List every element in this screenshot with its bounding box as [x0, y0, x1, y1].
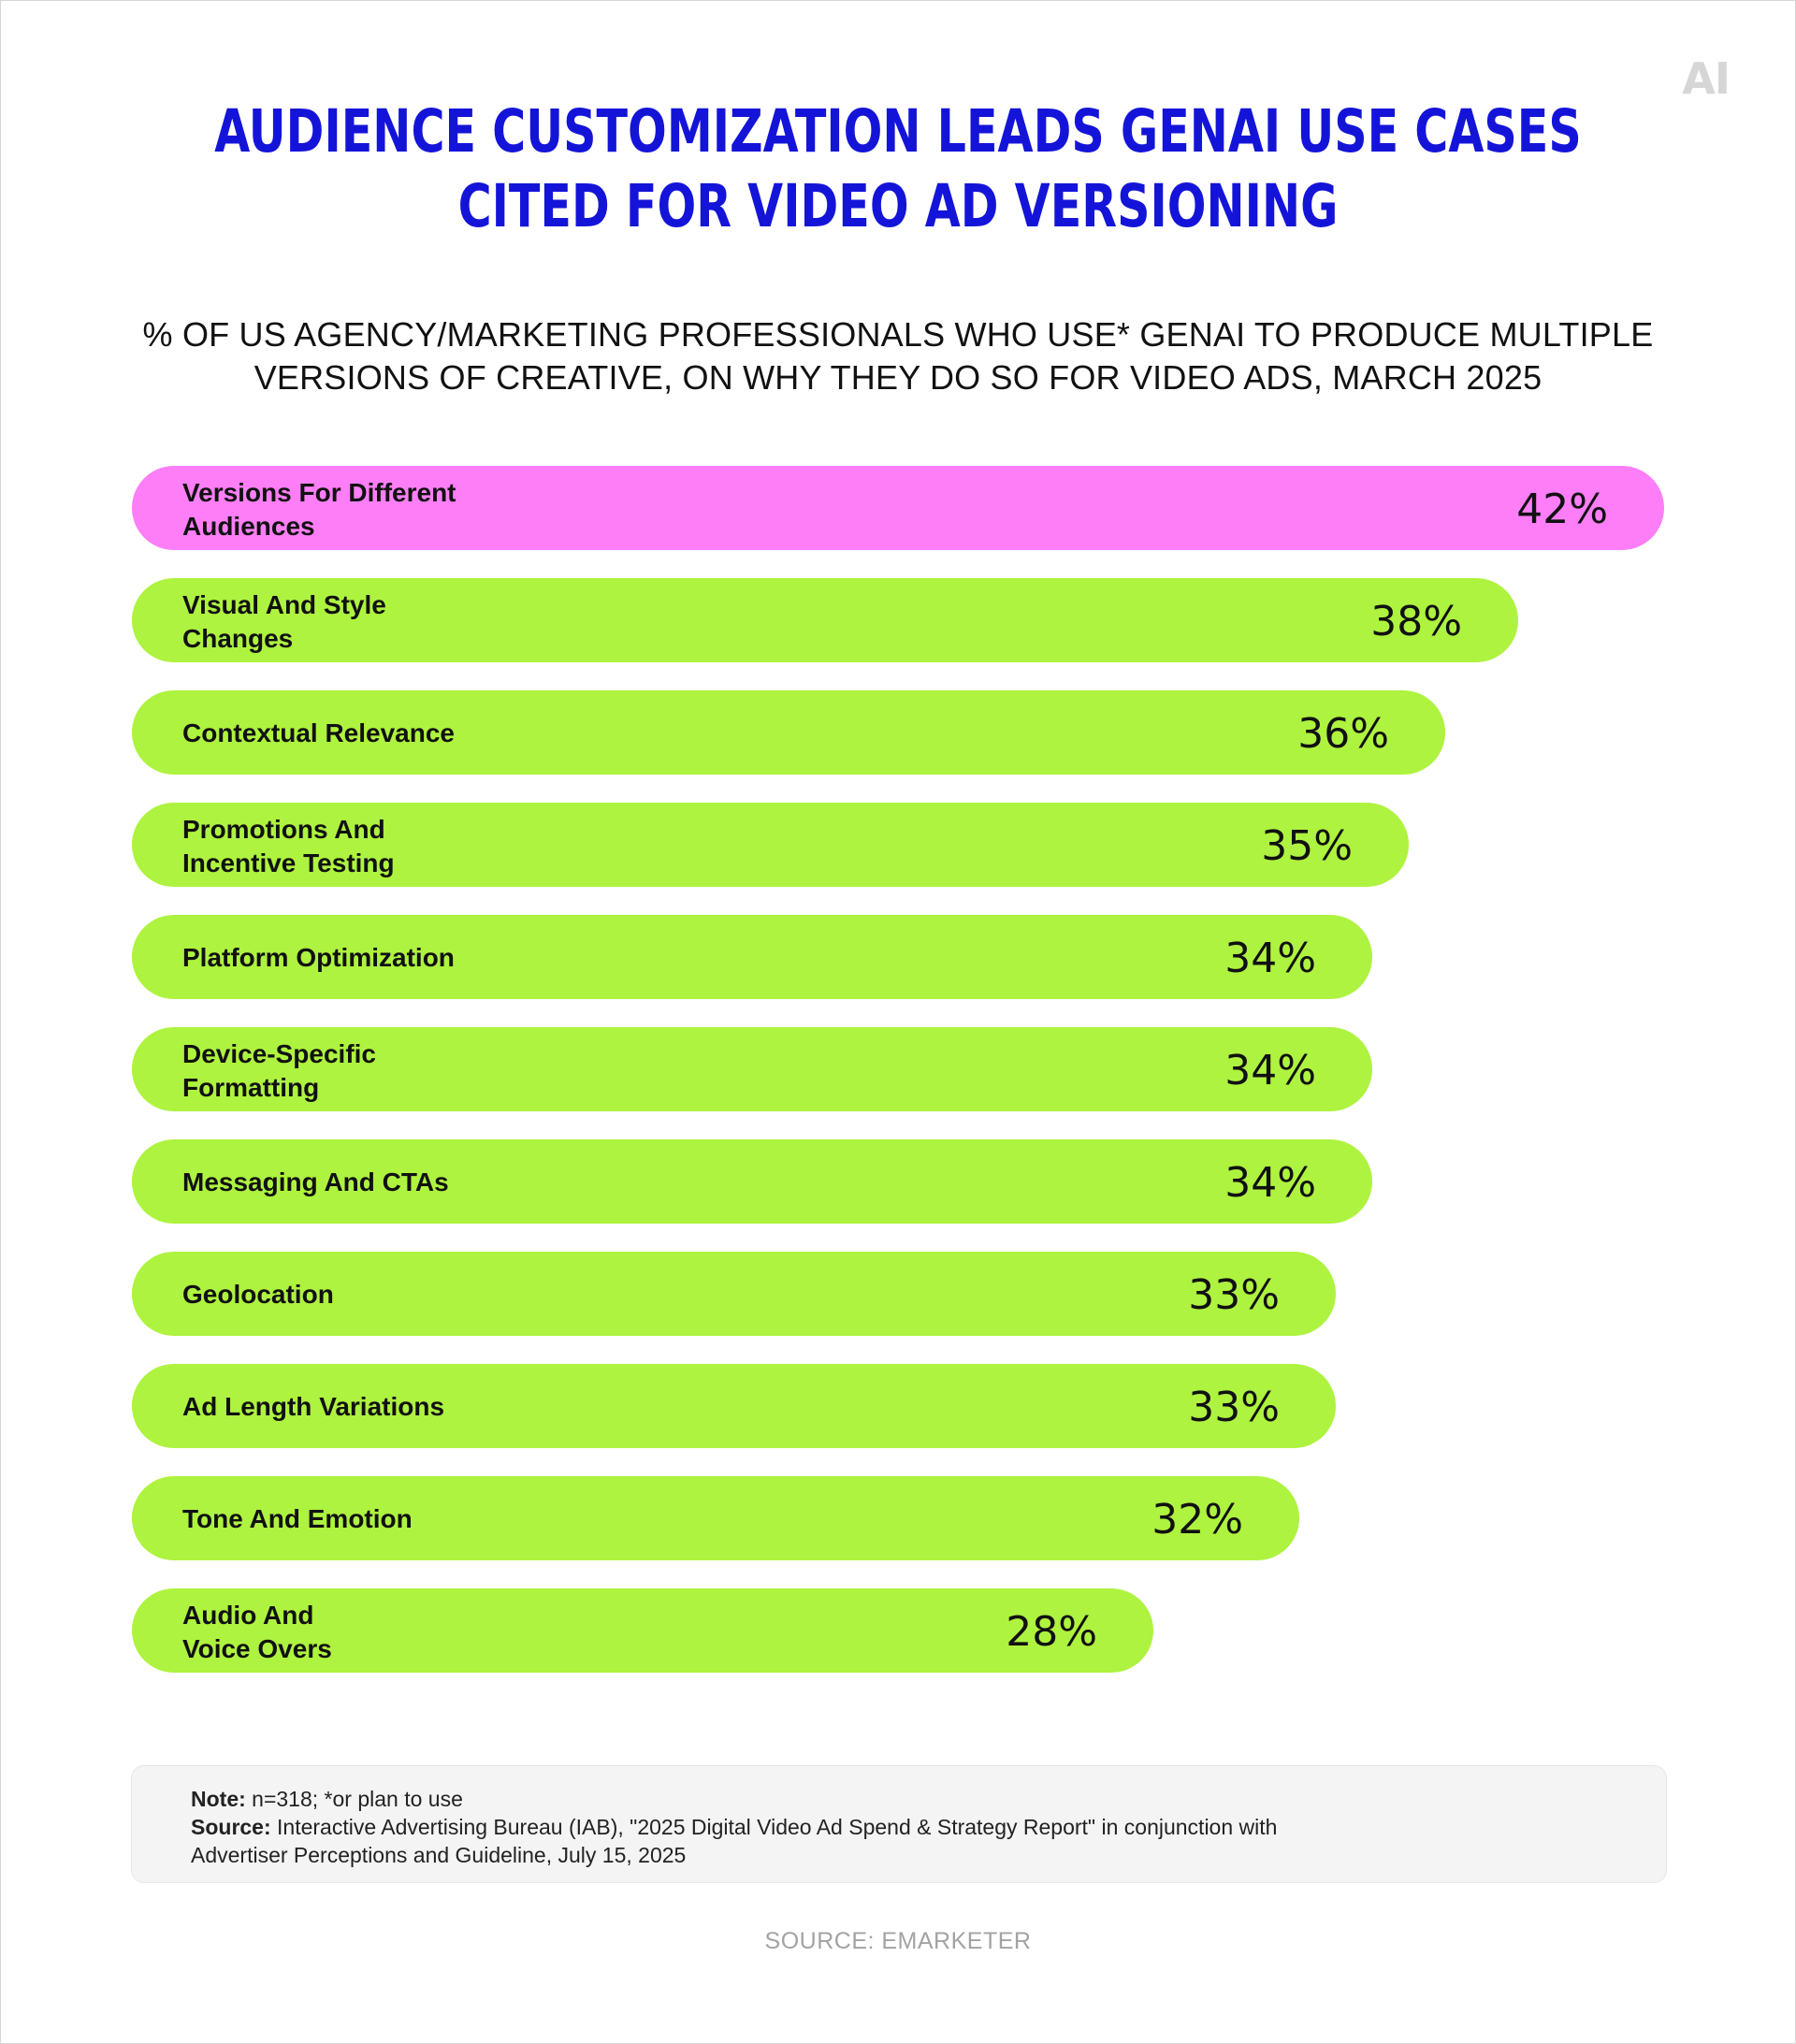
bar-label: Audio And Voice Overs — [182, 1601, 332, 1663]
bar-label: Contextual Relevance — [182, 718, 455, 747]
note-box: Note: n=318; *or plan to use Source: Int… — [131, 1765, 1667, 1883]
bar-value-label: 34% — [1224, 1159, 1316, 1207]
bar-value-label: 28% — [1006, 1608, 1097, 1656]
bar-label: Device-Specific Formatting — [182, 1039, 376, 1102]
bar — [132, 1139, 1372, 1224]
bar-label: Promotions And Incentive Testing — [182, 815, 395, 877]
bar-row: Tone And Emotion 32% — [132, 1476, 1299, 1560]
bar-label-line: Versions For Different — [182, 478, 456, 507]
bar-label-line: Formatting — [182, 1073, 319, 1102]
bar-label: Visual And Style Changes — [182, 590, 386, 653]
bar-label-line: Platform Optimization — [182, 943, 455, 972]
bar-value-label: 33% — [1188, 1384, 1280, 1431]
source-line: Source: Interactive Advertising Bureau (… — [191, 1813, 1666, 1841]
bar-value-label: 32% — [1151, 1496, 1243, 1544]
bar-value-label: 34% — [1224, 1047, 1316, 1094]
bar-row: Promotions And Incentive Testing 35% — [132, 803, 1409, 887]
bar-label: Messaging And CTAs — [182, 1167, 449, 1196]
bar-label-line: Incentive Testing — [182, 848, 395, 877]
note-label: Note: — [191, 1787, 246, 1811]
source-text-1: Interactive Advertising Bureau (IAB), "2… — [270, 1815, 1278, 1839]
bar — [132, 1252, 1336, 1336]
bar-label-line: Messaging And CTAs — [182, 1167, 449, 1196]
chart-subtitle-line-1: % OF US AGENCY/MARKETING PROFESSIONALS W… — [142, 315, 1654, 354]
source-label: Source: — [191, 1815, 271, 1839]
bar-label-line: Promotions And — [182, 815, 385, 844]
bar-row: Visual And Style Changes 38% — [132, 578, 1518, 662]
bar-value-label: 33% — [1188, 1271, 1280, 1319]
bar-label-line: Visual And Style — [182, 590, 386, 619]
bar-label-line: Audiences — [182, 512, 315, 541]
bar-label-line: Geolocation — [182, 1280, 334, 1309]
bar — [132, 1364, 1336, 1448]
bar — [132, 1027, 1372, 1111]
bar — [132, 690, 1445, 775]
bar-label-line: Changes — [182, 624, 293, 653]
bar-row: Geolocation 33% — [132, 1252, 1336, 1336]
chart-subtitle-line-2: VERSIONS OF CREATIVE, ON WHY THEY DO SO … — [253, 358, 1543, 397]
bar-value-label: 35% — [1261, 822, 1353, 870]
bar-label: Ad Length Variations — [182, 1392, 444, 1421]
bar-label-line: Device-Specific — [182, 1039, 376, 1068]
bar-label-line: Tone And Emotion — [182, 1504, 413, 1533]
chart-title: AUDIENCE CUSTOMIZATION LEADS GENAI USE C… — [198, 94, 1598, 244]
bar-value-label: 36% — [1297, 710, 1389, 758]
source-line-2: Advertiser Perceptions and Guideline, Ju… — [191, 1843, 687, 1867]
chart-title-line-2: CITED FOR VIDEO AD VERSIONING — [457, 172, 1339, 240]
bar-label-line: Contextual Relevance — [182, 718, 455, 747]
bar-row: Messaging And CTAs 34% — [132, 1139, 1372, 1224]
bar-row: Versions For Different Audiences 42% — [132, 466, 1664, 550]
bar — [132, 1588, 1153, 1673]
bar-row: Ad Length Variations 33% — [132, 1364, 1336, 1448]
bar-value-label: 42% — [1516, 486, 1608, 533]
bar-label: Platform Optimization — [182, 943, 455, 972]
brand-logo: AI — [1682, 53, 1731, 104]
bar-row: Device-Specific Formatting 34% — [132, 1027, 1372, 1111]
bar-label-line: Voice Overs — [182, 1634, 332, 1663]
bar-row: Platform Optimization 34% — [132, 915, 1372, 999]
bar-row: Audio And Voice Overs 28% — [132, 1588, 1153, 1673]
bar-label-line: Audio And — [182, 1601, 313, 1630]
chart-title-line-1: AUDIENCE CUSTOMIZATION LEADS GENAI USE C… — [214, 97, 1582, 166]
bar-row: Contextual Relevance 36% — [132, 690, 1445, 775]
bar — [132, 803, 1409, 887]
bar — [132, 1476, 1299, 1560]
note-line: Note: n=318; *or plan to use — [191, 1785, 1666, 1813]
bar-label: Versions For Different Audiences — [182, 478, 456, 541]
footer-source: SOURCE: EMARKETER — [764, 1928, 1032, 1954]
bar — [132, 915, 1372, 999]
note-text: n=318; *or plan to use — [245, 1787, 463, 1811]
bar — [132, 466, 1664, 550]
bar-value-label: 38% — [1370, 598, 1462, 645]
bar-label: Tone And Emotion — [182, 1504, 413, 1533]
chart-subtitle: % OF US AGENCY/MARKETING PROFESSIONALS W… — [1, 313, 1795, 399]
bar-label: Geolocation — [182, 1280, 334, 1309]
bar-label-line: Ad Length Variations — [182, 1392, 444, 1421]
bar — [132, 578, 1518, 662]
bar-value-label: 34% — [1224, 935, 1316, 982]
